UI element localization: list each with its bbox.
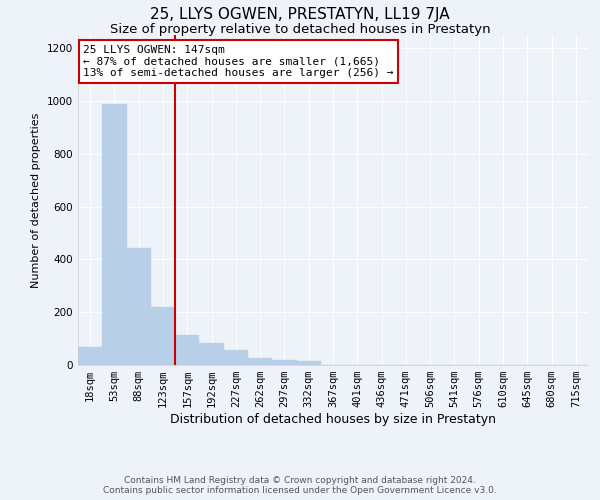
Bar [199, 342, 224, 365]
Bar [78, 346, 102, 365]
Bar [272, 360, 296, 365]
Text: 25 LLYS OGWEN: 147sqm
← 87% of detached houses are smaller (1,665)
13% of semi-d: 25 LLYS OGWEN: 147sqm ← 87% of detached … [83, 45, 394, 78]
Y-axis label: Number of detached properties: Number of detached properties [31, 112, 41, 288]
Bar [224, 350, 248, 365]
Bar [151, 307, 175, 365]
Bar [175, 334, 199, 365]
Bar [248, 358, 272, 365]
Text: Size of property relative to detached houses in Prestatyn: Size of property relative to detached ho… [110, 22, 490, 36]
Bar [102, 104, 127, 365]
Text: Contains HM Land Registry data © Crown copyright and database right 2024.
Contai: Contains HM Land Registry data © Crown c… [103, 476, 497, 495]
Text: 25, LLYS OGWEN, PRESTATYN, LL19 7JA: 25, LLYS OGWEN, PRESTATYN, LL19 7JA [150, 8, 450, 22]
X-axis label: Distribution of detached houses by size in Prestatyn: Distribution of detached houses by size … [170, 413, 496, 426]
Bar [296, 361, 321, 365]
Bar [127, 248, 151, 365]
